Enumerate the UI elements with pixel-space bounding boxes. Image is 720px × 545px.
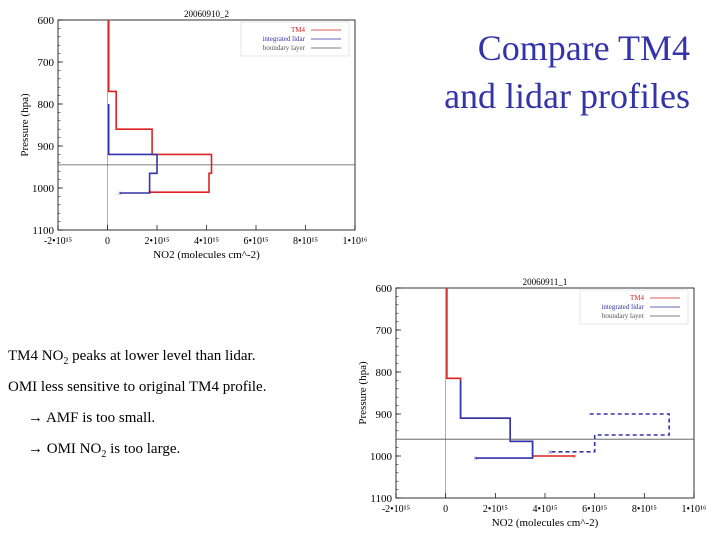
arrow-right-icon: → [28,410,43,426]
note-text: peaks at lower level than lidar. [68,348,256,364]
series-line-lidar-upper [550,413,671,453]
series-marker: × [573,452,578,461]
note-text: is too large. [106,441,181,457]
y-tick-label: 1100 [370,493,392,505]
x-tick-label: 2•10¹⁵ [483,504,508,515]
y-axis-label: Pressure (hpa) [19,93,31,157]
x-axis-label: NO2 (molecules cm^-2) [153,249,260,261]
note-line-2: OMI less sensitive to original TM4 profi… [8,377,338,408]
note-line-3: → AMF is too small. [8,408,338,439]
chart-canvas: 20060911_1 600 700 800 900 1000 1100-2•10¹⁵ 0 2•… [357,277,707,529]
series-marker: × [548,448,553,457]
slide-title: Compare TM4 and lidar profiles [400,24,690,120]
y-tick-label: 600 [38,15,55,27]
x-tick-label: 8•10¹⁵ [632,504,657,515]
legend-label: integrated lidar [601,303,644,311]
title-line-2: and lidar profiles [444,76,690,116]
y-tick-label: 1000 [370,451,393,463]
legend-label: TM4 [630,294,645,302]
y-tick-label: 700 [38,57,55,69]
legend-label: boundary layer [602,312,645,320]
note-text: AMF is too small. [45,410,156,426]
x-tick-label: 0 [105,236,110,247]
y-tick-label: 900 [38,141,55,153]
legend-label: TM4 [291,26,306,34]
note-subscript: 2 [101,449,107,460]
note-text: OMI NO [46,441,102,457]
series-marker: × [473,454,478,463]
chart-title: 20060910_2 [184,9,229,19]
y-tick-label: 800 [376,367,393,379]
legend-label: boundary layer [263,44,306,52]
y-tick-label: 1000 [32,183,55,195]
x-tick-label: 4•10¹⁵ [533,504,558,515]
series-line-tm4 [107,20,213,193]
x-tick-label: 1•10¹⁶ [682,504,707,515]
y-tick-label: 900 [376,409,393,421]
x-tick-label: 0 [443,504,448,515]
notes-list: TM4 NO2 peaks at lower level than lidar.… [8,346,338,470]
note-subscript: 2 [63,356,69,367]
x-axis-label: NO2 (molecules cm^-2) [492,517,599,529]
note-text: OMI less sensitive to original TM4 profi… [8,379,267,395]
series-line-integrated-lidar [459,380,534,459]
title-line-1: Compare TM4 [477,28,690,68]
y-tick-label: 1100 [32,225,54,237]
y-tick-label: 700 [376,325,393,337]
legend-label: integrated lidar [262,35,305,43]
profile-chart-20060911-1: 20060911_1 600 700 800 900 1000 1100 -2•10¹⁵ 0 2•… [338,266,720,540]
x-tick-label: 8•10¹⁵ [293,236,318,247]
series-marker: × [118,189,123,198]
x-tick-label: 4•10¹⁵ [194,236,219,247]
x-tick-label: 1•10¹⁶ [343,236,368,247]
y-tick-label: 600 [376,283,393,295]
x-tick-label: 6•10¹⁵ [244,236,269,247]
x-tick-label: -2•10¹⁵ [44,236,72,247]
x-tick-label: -2•10¹⁵ [382,504,410,515]
profile-chart-20060910-2: 20060910_2 600 700 800 900 1000 1100 -2•10¹⁵ 0 2•… [0,0,380,272]
x-tick-label: 2•10¹⁵ [145,236,170,247]
chart-canvas: 20060910_2 600 700 800 900 1000 1100-2•10¹⁵ 0 2•… [19,9,368,261]
note-line-1: TM4 NO2 peaks at lower level than lidar. [8,346,338,377]
series-line-integrated-lidar [107,104,158,194]
note-line-4: → OMI NO2 is too large. [8,439,338,470]
y-tick-label: 800 [38,99,55,111]
note-text: TM4 NO [8,348,64,364]
chart-title: 20060911_1 [523,277,568,287]
x-tick-label: 6•10¹⁵ [582,504,607,515]
y-axis-label: Pressure (hpa) [357,361,369,425]
arrow-right-icon: → [28,441,43,457]
